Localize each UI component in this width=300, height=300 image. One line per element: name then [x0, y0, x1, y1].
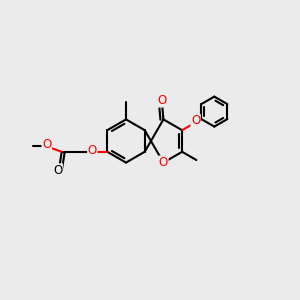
Text: O: O [157, 94, 167, 107]
Text: O: O [159, 156, 168, 169]
Text: O: O [88, 144, 97, 157]
Text: O: O [191, 114, 200, 128]
Text: O: O [53, 164, 62, 177]
Text: O: O [42, 138, 51, 152]
